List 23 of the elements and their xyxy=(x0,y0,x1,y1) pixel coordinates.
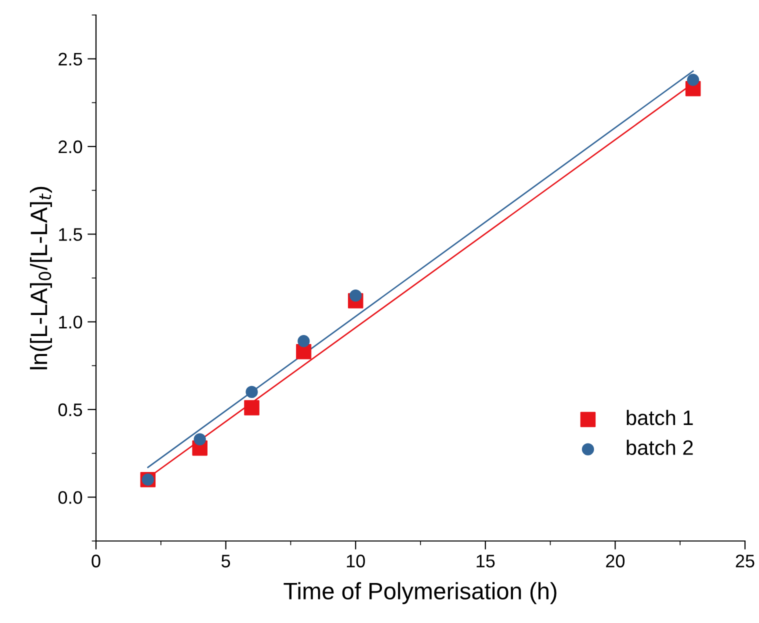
legend-label: batch 2 xyxy=(626,440,693,456)
point xyxy=(194,433,206,446)
x-tick-label: 0 xyxy=(92,554,100,568)
y-tick-label: 2.5 xyxy=(58,52,82,66)
point xyxy=(246,386,258,398)
y-axis-title: ln([L-LA]$_{0}$/[L-LA]$_{t}$) xyxy=(30,186,52,370)
point xyxy=(687,74,700,86)
legend-label: batch 1 xyxy=(626,410,693,426)
y-tick-label: 1.0 xyxy=(59,316,82,329)
x-tick-label: 25 xyxy=(736,554,754,568)
x-tick-label: 20 xyxy=(606,554,625,568)
y-tick-label: 0.0 xyxy=(58,491,82,504)
y-tick-label: 0.5 xyxy=(58,403,82,416)
point xyxy=(244,400,260,416)
y-tick-label: 1.5 xyxy=(59,228,82,241)
y-tick-label: 2.0 xyxy=(58,140,82,154)
x-axis-title: Time of Polymerisation (h) xyxy=(284,582,556,604)
point xyxy=(296,344,312,360)
point xyxy=(350,289,362,302)
x-tick-label: 5 xyxy=(222,554,230,568)
point xyxy=(298,335,310,348)
x-tick-label: 15 xyxy=(476,554,495,568)
x-tick-label: 10 xyxy=(346,554,365,568)
